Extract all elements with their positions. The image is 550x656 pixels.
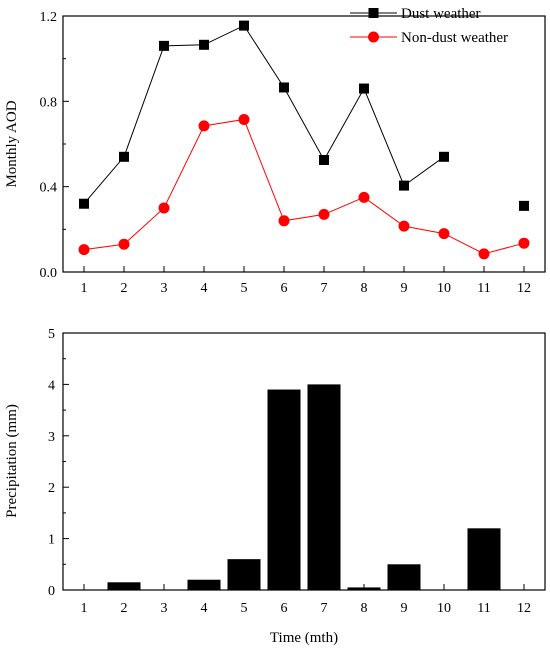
dust-point: [279, 82, 289, 93]
dust-point: [359, 83, 369, 94]
precip-y-tick-label: 3: [48, 430, 55, 445]
aod-x-tick-label: 5: [241, 281, 248, 296]
non-dust-point: [238, 113, 250, 125]
aod-x-tick-label: 6: [281, 281, 288, 296]
non-dust-point: [78, 244, 90, 256]
precip-y-tick-label: 2: [48, 481, 55, 496]
precip-x-tick-label: 8: [361, 601, 368, 616]
aod-x-tick-label: 9: [401, 281, 408, 296]
dust-point: [159, 40, 169, 51]
aod-legend: Dust weather Non-dust weather: [350, 6, 508, 46]
precip-x-tick-label: 9: [401, 601, 408, 616]
aod-axis-ticks: 0.00.40.81.21 2 3 4 5 6 7 8 9 10 11 12: [40, 10, 532, 296]
aod-series-line: [83, 118, 525, 255]
non-dust-point: [318, 208, 330, 220]
aod-series: [78, 20, 530, 260]
non-dust-point: [198, 120, 210, 132]
dust-point: [119, 151, 129, 162]
legend-label: Dust weather: [401, 6, 481, 22]
aod-line-chart: 0.00.40.81.21 2 3 4 5 6 7 8 9 10 11 12 Monthly AOD …: [4, 6, 546, 296]
precip-x-tick-label: 3: [161, 601, 168, 616]
precip-bar: [307, 384, 341, 590]
precip-x-axis-title: Time (mth): [270, 630, 338, 646]
aod-x-tick-label: 3: [161, 281, 168, 296]
dust-point: [79, 198, 89, 209]
precip-bar: [387, 564, 421, 590]
precip-bar: [107, 582, 141, 590]
precip-bar: [187, 579, 221, 590]
dust-point: [519, 200, 529, 211]
legend-square-marker: [368, 8, 379, 18]
precip-x-tick-label: 4: [201, 601, 208, 616]
dust-point: [319, 155, 329, 165]
precip-bar: [347, 587, 381, 590]
precip-y-tick-label: 4: [48, 378, 55, 393]
precip-y-axis-title: Precipitation (mm): [4, 404, 20, 518]
legend-circle-marker: [368, 31, 379, 43]
precip-y-tick-label: 5: [48, 327, 55, 342]
precip-x-tick-label: 11: [477, 601, 490, 616]
precip-x-tick-label: 10: [437, 601, 451, 616]
aod-plot-frame: [62, 15, 546, 273]
aod-x-tick-label: 7: [321, 281, 328, 296]
non-dust-point: [438, 228, 450, 240]
dust-point: [199, 39, 209, 50]
legend-label: Non-dust weather: [401, 30, 508, 46]
dust-point: [239, 20, 249, 31]
aod-x-tick-label: 8: [361, 281, 368, 296]
aod-series-line: [83, 24, 445, 205]
non-dust-point: [158, 202, 170, 214]
aod-x-tick-label: 4: [201, 281, 208, 296]
precip-y-tick-label: 1: [48, 533, 55, 548]
aod-y-tick-label: 0.0: [40, 266, 58, 281]
precip-bars: [107, 384, 501, 590]
aod-x-tick-label: 10: [437, 281, 451, 296]
precip-x-tick-label: 7: [321, 601, 328, 616]
precip-y-tick-label: 0: [48, 584, 55, 599]
aod-x-tick-label: 2: [121, 281, 128, 296]
dust-point: [399, 180, 409, 191]
dust-point: [439, 151, 449, 162]
aod-y-axis-title: Monthly AOD: [4, 100, 20, 187]
non-dust-point: [398, 220, 410, 232]
non-dust-point: [278, 215, 290, 227]
precip-x-tick-label: 5: [241, 601, 248, 616]
precip-x-tick-label: 12: [517, 601, 531, 616]
aod-y-tick-label: 1.2: [40, 10, 58, 25]
precip-x-tick-label: 2: [121, 601, 128, 616]
aod-y-tick-label: 0.4: [40, 181, 58, 196]
non-dust-point: [518, 237, 530, 249]
aod-x-tick-label: 12: [517, 281, 531, 296]
non-dust-point: [478, 248, 490, 260]
precip-bar: [467, 528, 501, 590]
non-dust-point: [118, 238, 130, 250]
precip-bar: [267, 389, 301, 590]
aod-x-tick-label: 11: [477, 281, 490, 296]
precip-x-tick-label: 1: [81, 601, 88, 616]
precip-bar: [227, 559, 261, 590]
aod-x-tick-label: 1: [81, 281, 88, 296]
non-dust-point: [358, 191, 370, 203]
precip-x-tick-label: 6: [281, 601, 288, 616]
precip-plot-frame: [62, 332, 546, 591]
aod-y-tick-label: 0.8: [40, 95, 58, 110]
